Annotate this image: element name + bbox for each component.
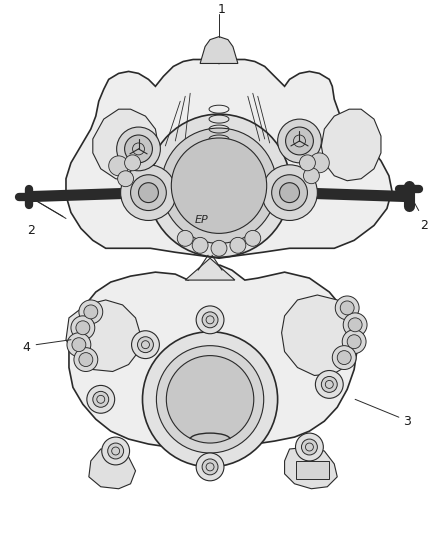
Circle shape <box>296 433 323 461</box>
Circle shape <box>156 346 264 453</box>
Circle shape <box>335 296 359 320</box>
Circle shape <box>278 119 321 163</box>
Circle shape <box>161 128 277 244</box>
Circle shape <box>196 453 224 481</box>
Circle shape <box>332 346 356 369</box>
Circle shape <box>131 175 166 211</box>
Circle shape <box>300 155 315 171</box>
Circle shape <box>118 171 134 187</box>
Circle shape <box>337 351 351 365</box>
Circle shape <box>347 335 361 349</box>
Circle shape <box>177 230 193 246</box>
Circle shape <box>138 183 159 203</box>
Circle shape <box>84 305 98 319</box>
Circle shape <box>120 165 176 221</box>
Circle shape <box>71 316 95 340</box>
Circle shape <box>342 330 366 353</box>
Circle shape <box>301 439 318 455</box>
Circle shape <box>109 156 129 176</box>
Circle shape <box>304 168 319 184</box>
Circle shape <box>138 337 153 353</box>
Text: 4: 4 <box>22 341 30 354</box>
Polygon shape <box>66 60 392 258</box>
Circle shape <box>340 301 354 315</box>
Circle shape <box>102 437 130 465</box>
Circle shape <box>171 138 267 233</box>
Circle shape <box>166 356 254 443</box>
Circle shape <box>202 312 218 328</box>
Circle shape <box>79 353 93 367</box>
Circle shape <box>245 230 261 246</box>
Text: 3: 3 <box>403 415 411 427</box>
Polygon shape <box>282 295 361 375</box>
Polygon shape <box>200 37 238 63</box>
Circle shape <box>108 443 124 459</box>
Circle shape <box>309 153 329 173</box>
Circle shape <box>74 348 98 372</box>
Polygon shape <box>321 109 381 181</box>
Polygon shape <box>285 447 337 489</box>
Circle shape <box>262 165 318 221</box>
Circle shape <box>148 114 290 257</box>
Circle shape <box>124 155 141 171</box>
Circle shape <box>124 135 152 163</box>
Circle shape <box>117 127 160 171</box>
Circle shape <box>192 237 208 253</box>
Circle shape <box>93 391 109 407</box>
Text: 1: 1 <box>218 3 226 17</box>
Circle shape <box>348 318 362 332</box>
Circle shape <box>79 300 103 324</box>
Circle shape <box>315 370 343 398</box>
Circle shape <box>72 338 86 352</box>
Polygon shape <box>69 265 357 454</box>
Circle shape <box>76 321 90 335</box>
Circle shape <box>142 332 278 467</box>
Circle shape <box>202 459 218 475</box>
Circle shape <box>87 385 115 413</box>
Circle shape <box>67 333 91 357</box>
Circle shape <box>343 313 367 337</box>
Circle shape <box>321 376 337 392</box>
Circle shape <box>230 237 246 253</box>
Circle shape <box>131 331 159 359</box>
Circle shape <box>279 183 300 203</box>
Text: 2: 2 <box>27 224 35 237</box>
Circle shape <box>286 127 314 155</box>
Text: 2: 2 <box>420 219 427 232</box>
Polygon shape <box>89 449 135 489</box>
Circle shape <box>211 240 227 256</box>
Polygon shape <box>296 461 329 479</box>
Polygon shape <box>66 300 141 372</box>
Text: EP: EP <box>194 215 208 225</box>
Circle shape <box>196 306 224 334</box>
Polygon shape <box>93 109 159 181</box>
Polygon shape <box>185 258 235 280</box>
Circle shape <box>272 175 307 211</box>
